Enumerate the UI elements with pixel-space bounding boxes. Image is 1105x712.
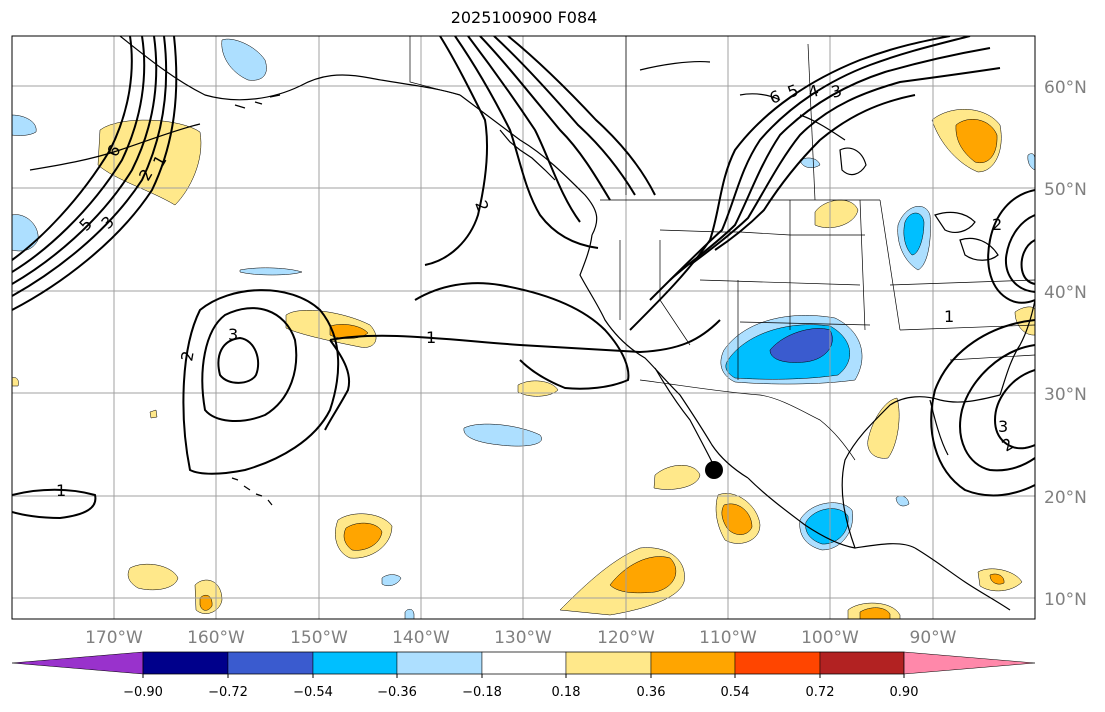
anomaly-blob — [12, 377, 19, 387]
lon-label: 90°W — [910, 628, 957, 648]
lon-label: 170°W — [85, 628, 143, 648]
anomaly-core — [199, 595, 213, 611]
anomaly-blob — [404, 609, 415, 619]
anomaly-core — [859, 607, 891, 619]
colorbar-label: 0.72 — [806, 685, 835, 700]
contour-label: 3 — [829, 81, 844, 102]
colorbar: −0.90 −0.72 −0.54 −0.36 −0.18 0.18 0.36 … — [11, 651, 1036, 700]
lat-label: 30°N — [1044, 385, 1087, 405]
anomaly-core — [955, 119, 998, 164]
anomaly-blob — [127, 563, 179, 591]
lon-label: 140°W — [392, 628, 450, 648]
colorbar-label: 0.90 — [890, 685, 919, 700]
contour-label: 1 — [944, 307, 954, 326]
colorbar-label: 0.36 — [637, 685, 666, 700]
contour-label: 1 — [56, 481, 66, 500]
lat-label: 50°N — [1044, 180, 1087, 200]
colorbar-label: −0.54 — [293, 685, 333, 700]
colorbar-label: 0.18 — [552, 685, 581, 700]
colorbar-extend-left — [11, 651, 144, 675]
anomaly-core — [329, 324, 369, 339]
colorbar-ticks — [142, 674, 905, 678]
colorbar-segment — [142, 651, 229, 675]
anomaly-blob — [1027, 153, 1035, 171]
lon-label: 110°W — [699, 628, 757, 648]
colorbar-label: −0.90 — [123, 685, 163, 700]
anomaly-blob — [221, 38, 267, 81]
colorbar-segment — [481, 651, 567, 675]
lat-label: 40°N — [1044, 283, 1087, 303]
colorbar-segment — [396, 651, 483, 675]
contour-label: 2 — [992, 215, 1002, 234]
location-marker — [705, 461, 723, 479]
contour-label: 3 — [228, 325, 238, 344]
map-title: 2025100900 F084 — [450, 8, 598, 27]
colorbar-label: −0.36 — [377, 685, 417, 700]
strong-negative-anomaly-regions — [725, 212, 925, 545]
anomaly-core — [805, 508, 849, 545]
colorbar-segment — [227, 651, 314, 675]
colorbar-label: −0.18 — [462, 685, 502, 700]
anomaly-core — [769, 328, 833, 363]
colorbar-extend-right — [903, 651, 1036, 675]
contour-label: 2 — [177, 349, 197, 362]
colorbar-label: 0.54 — [721, 685, 750, 700]
lon-label: 130°W — [494, 628, 552, 648]
map-frame — [11, 35, 1036, 620]
anomaly-blob — [517, 380, 559, 397]
anomaly-blob — [12, 114, 37, 136]
anomaly-core — [343, 522, 383, 551]
anomaly-blob — [239, 267, 303, 276]
lon-label: 120°W — [597, 628, 655, 648]
colorbar-segment — [819, 651, 905, 675]
height-contours — [12, 36, 1035, 520]
colorbar-segment — [565, 651, 652, 675]
lat-label: 10°N — [1044, 590, 1087, 610]
contour-label: 4 — [806, 81, 821, 102]
lat-label: 60°N — [1044, 78, 1087, 98]
colorbar-label: −0.72 — [208, 685, 248, 700]
colorbar-segment — [312, 651, 398, 675]
colorbar-segment — [650, 651, 736, 675]
anomaly-core — [721, 503, 753, 535]
lon-label: 150°W — [290, 628, 348, 648]
anomaly-blob — [867, 397, 900, 459]
longitude-labels: 170°W 160°W 150°W 140°W 130°W 120°W 110°… — [85, 628, 957, 648]
lon-label: 100°W — [801, 628, 859, 648]
latitude-labels: 60°N 50°N 40°N 30°N 20°N 10°N — [1044, 78, 1087, 610]
contour-label: 1 — [426, 328, 436, 347]
contour-label: 3 — [998, 417, 1008, 436]
anomaly-core — [989, 573, 1005, 585]
anomaly-core — [903, 212, 925, 256]
anomaly-blob — [799, 157, 821, 168]
colorbar-segment — [734, 651, 821, 675]
lat-label: 20°N — [1044, 488, 1087, 508]
anomaly-blob — [814, 199, 859, 228]
anomaly-blob — [149, 409, 158, 419]
anomaly-blob — [463, 423, 542, 447]
anomaly-blob — [653, 465, 701, 490]
colorbar-frame — [142, 651, 905, 675]
lon-label: 160°W — [187, 628, 245, 648]
anomaly-blob — [381, 574, 402, 586]
